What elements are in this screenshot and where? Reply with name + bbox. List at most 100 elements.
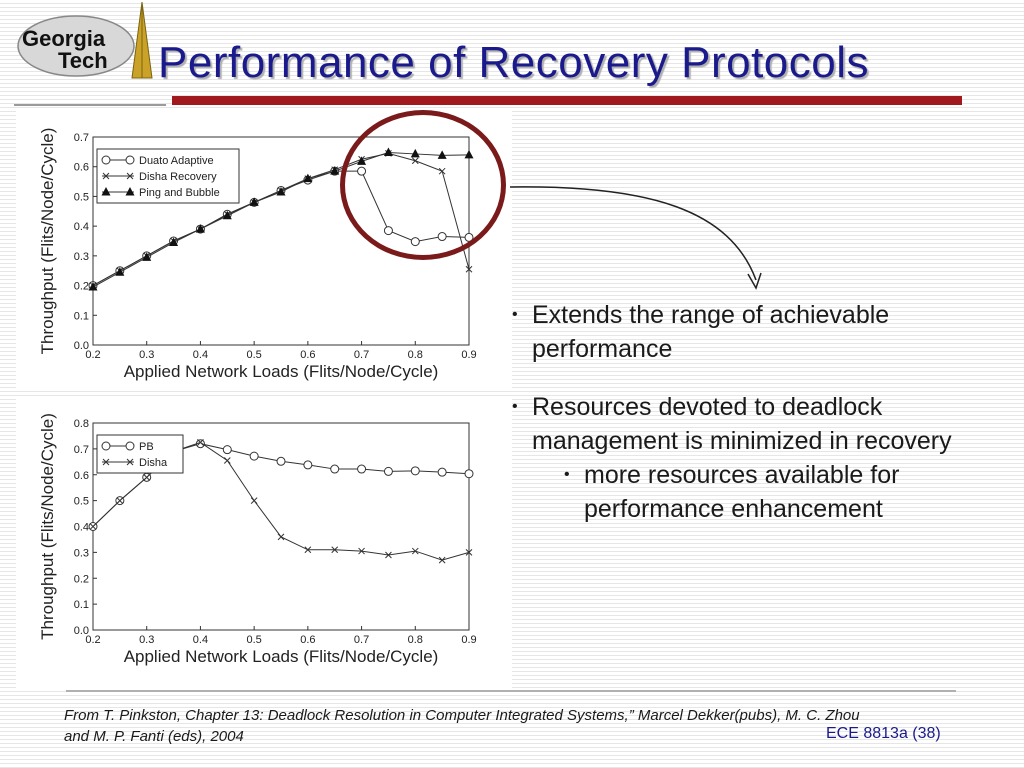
data-point	[169, 237, 179, 246]
y-tick-label: 0.2	[74, 573, 89, 585]
x-tick-label: 0.6	[300, 634, 315, 646]
x-tick-label: 0.4	[193, 634, 208, 646]
legend-marker	[126, 172, 134, 180]
data-point	[250, 497, 258, 504]
x-tick-label: 0.3	[139, 349, 154, 361]
legend-marker	[101, 187, 111, 196]
georgia-tech-logo: Georgia Tech	[17, 2, 153, 79]
legend-label: Disha	[139, 457, 168, 469]
data-point	[197, 439, 204, 446]
callout-arrow	[509, 186, 762, 290]
footer-divider	[66, 690, 956, 692]
slide-number: ECE 8813a (38)	[826, 725, 941, 742]
data-point	[331, 546, 339, 554]
citation-text: From T. Pinkston, Chapter 13: Deadlock R…	[64, 707, 860, 745]
throughput-chart-bottom: 0.2 0.3 0.4 0.5 0.6 0.7 0.8 0.9 0.0 0.1 0.2 0.3 0.4 0…	[38, 413, 477, 666]
x-tick-label: 0.9	[461, 349, 476, 361]
data-point	[88, 282, 98, 291]
x-tick-label: 0.5	[246, 634, 261, 646]
x-tick-label: 0.8	[408, 634, 423, 646]
y-tick-label: 0.3	[74, 251, 89, 263]
y-tick-label: 0.2	[74, 281, 89, 293]
legend-marker	[101, 441, 111, 451]
highlight-circle	[340, 110, 506, 260]
bullet-item: • Resources devoted to deadlock manageme…	[510, 390, 1010, 458]
x-tick-label: 0.9	[461, 634, 476, 646]
legend-marker	[101, 155, 111, 165]
legend-label: Ping and Bubble	[139, 187, 220, 199]
x-tick-label: 0.5	[246, 349, 261, 361]
data-point	[358, 547, 365, 555]
bullet-dot-icon: •	[564, 466, 570, 483]
y-tick-label: 0.1	[74, 310, 89, 322]
y-tick-label: 0.8	[74, 418, 89, 430]
legend-label: PB	[139, 441, 154, 453]
y-tick-label: 0.6	[74, 162, 89, 174]
legend: PB Disha	[96, 434, 184, 474]
y-tick-label: 0.4	[74, 522, 89, 534]
data-point	[330, 166, 340, 175]
bullet-dot-icon: •	[512, 398, 518, 415]
data-point	[410, 466, 420, 476]
data-point	[276, 456, 286, 466]
legend-marker	[102, 458, 110, 466]
legend-marker	[125, 441, 135, 451]
legend: Duato Adaptive Disha Recovery Ping and Bub…	[96, 148, 240, 204]
logo-word-tech: Tech	[58, 48, 108, 73]
x-tick-label: 0.7	[354, 634, 369, 646]
data-point	[304, 546, 312, 554]
y-tick-label: 0.5	[74, 191, 89, 203]
legend-label: Disha Recovery	[139, 171, 217, 183]
data-point	[276, 186, 286, 196]
bullet-dot-icon: •	[512, 306, 518, 323]
data-point	[303, 173, 313, 183]
data-point	[142, 252, 152, 261]
x-tick-label: 0.3	[139, 634, 154, 646]
data-point	[222, 445, 232, 455]
x-tick-label: 0.8	[408, 349, 423, 361]
y-tick-label: 0.7	[74, 132, 89, 144]
data-point	[116, 497, 124, 504]
data-point	[115, 267, 125, 276]
data-point	[223, 457, 231, 464]
data-point	[89, 523, 97, 530]
legend-marker	[125, 155, 135, 165]
data-point	[143, 473, 151, 481]
y-axis-label: Throughput (Flits/Node/Cycle)	[38, 128, 57, 355]
y-tick-label: 0.1	[74, 599, 89, 611]
data-point	[383, 466, 393, 476]
y-tick-label: 0.0	[74, 625, 89, 637]
data-point	[357, 464, 367, 474]
bullet-text: Extends the range of achievable performa…	[532, 301, 890, 363]
x-tick-label: 0.2	[85, 634, 100, 646]
data-point	[249, 451, 259, 461]
x-tick-label: 0.6	[300, 349, 315, 361]
data-point	[249, 197, 259, 206]
sub-bullet-item: • more resources available for performan…	[562, 458, 1010, 526]
title-underline-bar	[172, 96, 962, 105]
y-tick-label: 0.0	[74, 340, 89, 352]
legend-marker	[126, 458, 134, 466]
bullet-item: • Extends the range of achievable perfor…	[510, 298, 1010, 366]
sub-bullet-text: more resources available for performance…	[584, 461, 900, 523]
y-axis-label: Throughput (Flits/Node/Cycle)	[38, 413, 57, 640]
data-point	[465, 265, 473, 273]
chart-panel-bottom: 0.2 0.3 0.4 0.5 0.6 0.7 0.8 0.9 0.0 0.1 0.2 0.3 0.4 0…	[16, 398, 512, 688]
x-tick-label: 0.2	[85, 349, 100, 361]
legend-label: Duato Adaptive	[139, 155, 214, 167]
y-tick-label: 0.3	[74, 547, 89, 559]
data-point	[385, 551, 392, 559]
slide-title: Performance of Recovery Protocols	[158, 38, 870, 87]
data-point	[303, 460, 313, 470]
legend-marker	[102, 172, 110, 180]
bullet-list: • Extends the range of achievable perfor…	[510, 298, 1010, 526]
y-tick-label: 0.5	[74, 496, 89, 508]
data-point	[465, 549, 473, 556]
data-point	[195, 224, 205, 233]
legend-marker	[125, 187, 135, 196]
x-tick-label: 0.7	[354, 349, 369, 361]
data-point	[411, 547, 419, 555]
x-axis-label: Applied Network Loads (Flits/Node/Cycle)	[124, 647, 439, 666]
y-tick-label: 0.4	[74, 221, 89, 233]
data-point	[222, 210, 232, 220]
